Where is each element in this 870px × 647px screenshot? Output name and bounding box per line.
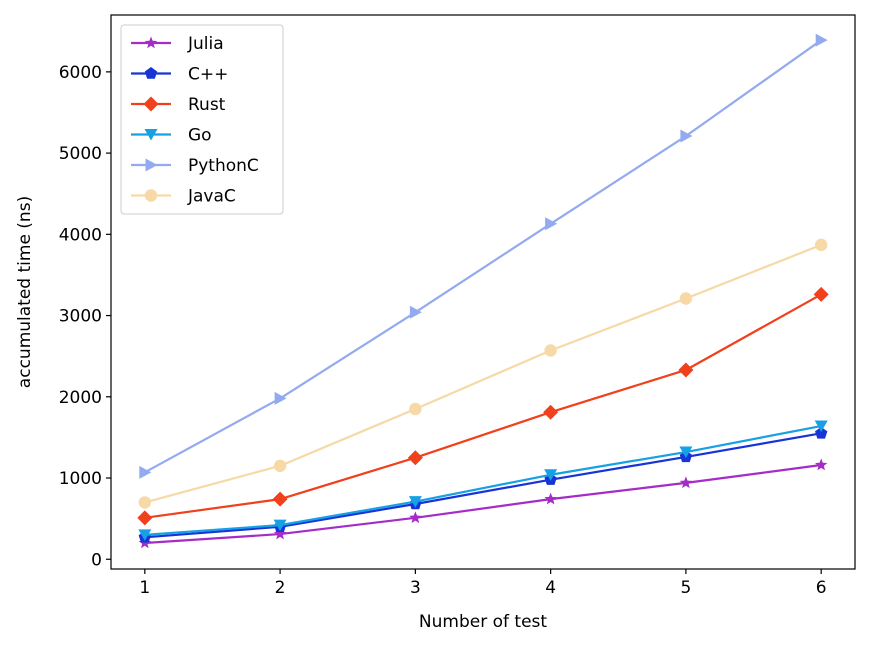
legend-entry-cpp: C++ xyxy=(131,65,228,85)
series-line-cpp xyxy=(144,432,822,539)
data-point-pythonc-4 xyxy=(545,217,558,231)
legend-entry-rust: Rust xyxy=(131,95,226,115)
series-line-go xyxy=(144,424,822,536)
y-tick-label: 3000 xyxy=(59,307,102,327)
data-point-go-5 xyxy=(679,446,693,459)
data-point-rust-3 xyxy=(407,450,423,466)
series-pythonc xyxy=(139,33,828,479)
data-point-rust-2 xyxy=(272,491,288,507)
y-tick-label: 6000 xyxy=(59,63,102,83)
plot-frame xyxy=(110,14,856,570)
data-point-go-1 xyxy=(138,529,152,541)
legend-marker-javac xyxy=(144,189,158,202)
data-point-go-3 xyxy=(408,496,422,508)
data-point-go-4 xyxy=(544,469,558,481)
data-point-pythonc-6 xyxy=(815,33,828,47)
legend-label-javac: JavaC xyxy=(187,187,236,207)
data-point-pythonc-2 xyxy=(274,391,287,405)
data-point-go-2 xyxy=(273,519,287,532)
legend-entry-pythonc: PythonC xyxy=(131,156,259,176)
data-point-javac-6 xyxy=(814,238,828,252)
x-tick-label: 4 xyxy=(545,578,556,598)
data-point-rust-4 xyxy=(543,404,559,420)
legend-marker-cpp xyxy=(144,67,158,79)
data-point-javac-2 xyxy=(273,459,287,473)
data-point-pythonc-1 xyxy=(139,465,152,479)
legend-entry-go: Go xyxy=(131,126,212,146)
data-point-rust-1 xyxy=(137,510,153,526)
legend-label-cpp: C++ xyxy=(188,65,228,85)
data-point-cpp-6 xyxy=(815,426,828,439)
series-line-rust xyxy=(144,293,822,519)
legend-marker-rust xyxy=(143,96,159,112)
series-line-pythonc xyxy=(144,39,822,474)
legend-marker-pythonc xyxy=(145,158,158,172)
legend-marker-julia xyxy=(144,36,158,49)
x-tick-label: 5 xyxy=(680,578,691,598)
y-tick-label: 5000 xyxy=(59,144,102,164)
data-point-javac-3 xyxy=(409,402,422,416)
series-go xyxy=(138,420,828,541)
legend-label-rust: Rust xyxy=(188,95,226,115)
legend-label-go: Go xyxy=(188,126,212,146)
series-rust xyxy=(137,286,829,526)
data-point-julia-4 xyxy=(544,492,557,505)
y-tick-label: 2000 xyxy=(59,388,102,408)
data-point-julia-5 xyxy=(679,476,693,489)
x-tick-label: 2 xyxy=(275,578,286,598)
series-line-javac xyxy=(144,243,822,504)
data-point-julia-3 xyxy=(409,511,422,524)
data-point-javac-1 xyxy=(138,496,152,509)
x-tick-label: 3 xyxy=(410,578,421,598)
data-point-javac-4 xyxy=(544,344,557,357)
data-point-rust-6 xyxy=(813,286,829,302)
data-point-pythonc-3 xyxy=(409,305,422,319)
x-axis-label: Number of test xyxy=(419,612,547,632)
legend: Julia C++ Rust Go PythonC JavaC xyxy=(120,24,284,215)
data-point-julia-2 xyxy=(273,527,287,540)
y-tick-label: 1000 xyxy=(59,469,102,489)
x-tick-label: 6 xyxy=(816,578,827,598)
series-line-julia xyxy=(144,463,822,545)
series-javac xyxy=(138,238,828,509)
data-point-javac-5 xyxy=(679,292,693,305)
legend-label-pythonc: PythonC xyxy=(188,156,259,176)
legend-label-julia: Julia xyxy=(187,34,224,54)
data-point-pythonc-5 xyxy=(680,129,693,143)
legend-entry-javac: JavaC xyxy=(131,187,236,207)
x-tick-label: 1 xyxy=(139,578,150,598)
plot-area xyxy=(137,33,829,549)
y-tick-label: 4000 xyxy=(59,225,102,245)
data-point-julia-6 xyxy=(815,458,828,471)
axes: 1 2 3 4 5 6 0 1000 2000 3000 4000 5000 6000 xyxy=(59,14,856,598)
data-point-rust-5 xyxy=(678,362,694,378)
legend-entry-julia: Julia xyxy=(131,34,224,54)
y-tick-label: 0 xyxy=(91,550,102,570)
legend-marker-go xyxy=(144,129,158,141)
data-point-go-6 xyxy=(814,420,828,433)
legend-box xyxy=(120,24,284,215)
y-axis-label: accumulated time (ns) xyxy=(15,196,35,388)
